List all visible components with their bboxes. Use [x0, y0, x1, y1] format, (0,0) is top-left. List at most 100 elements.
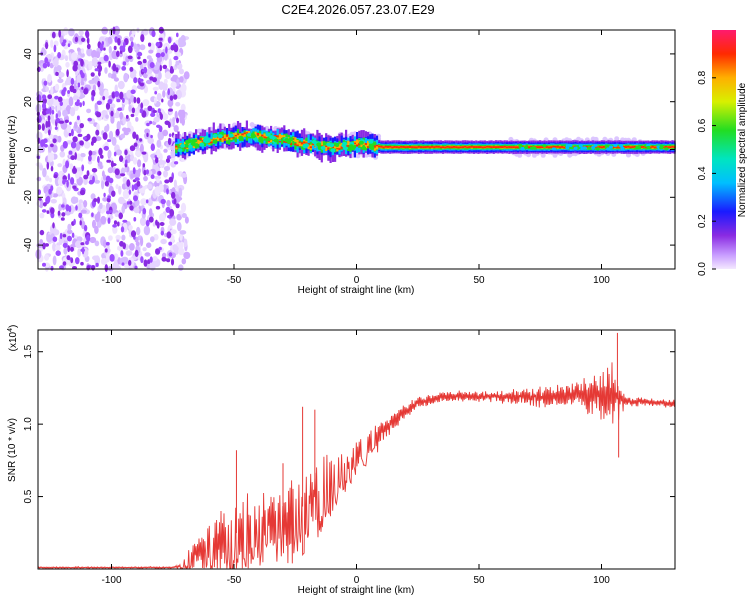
noise-blob: [88, 150, 93, 156]
noise-blob: [122, 117, 126, 125]
noise-blob: [107, 195, 111, 199]
noise-blob: [172, 117, 176, 123]
noise-blob: [174, 110, 178, 120]
noise-blob: [166, 188, 169, 195]
ridge-blob: [316, 142, 322, 147]
noise-blob: [174, 161, 179, 165]
noise-blob: [72, 136, 78, 143]
noise-blob: [67, 245, 71, 253]
ridge-segment: [512, 146, 515, 149]
noise-blob: [119, 155, 124, 163]
ridge-segment: [536, 146, 539, 149]
ridge-segment: [413, 146, 416, 149]
noise-blob: [106, 197, 111, 203]
ridge-segment: [353, 142, 356, 145]
noise-blob: [149, 76, 154, 81]
noise-blob: [143, 259, 148, 267]
x-tick-label: -50: [227, 575, 242, 586]
ridge-segment: [420, 146, 423, 148]
noise-blob: [80, 153, 86, 158]
ridge-segment: [236, 135, 240, 139]
noise-blob: [159, 64, 162, 72]
noise-blob: [107, 217, 111, 224]
noise-blob: [143, 225, 151, 236]
noise-blob: [68, 28, 75, 37]
noise-blob: [65, 61, 70, 68]
ridge-segment: [644, 146, 648, 149]
noise-blob: [111, 136, 117, 146]
noise-blob: [134, 177, 140, 181]
noise-blob: [108, 45, 112, 55]
noise-blob: [79, 69, 84, 76]
noise-blob: [137, 60, 143, 65]
noise-blob: [176, 78, 180, 87]
ridge-segment: [331, 146, 334, 148]
noise-blob: [59, 151, 66, 158]
noise-blob: [46, 210, 50, 215]
noise-blob: [129, 145, 136, 152]
noise-blob: [135, 241, 140, 247]
noise-blob: [113, 253, 119, 261]
noise-blob: [159, 153, 163, 161]
ridge-segment: [223, 138, 226, 141]
noise-blob: [126, 179, 131, 187]
noise-blob: [80, 242, 85, 246]
noise-blob: [179, 230, 187, 235]
noise-blob: [111, 190, 116, 197]
ridge-blob: [573, 146, 578, 150]
ridge-segment: [556, 145, 559, 148]
ridge-segment: [241, 133, 244, 139]
ridge-blob: [361, 146, 367, 151]
ridge-blob: [187, 144, 193, 149]
noise-blob: [183, 238, 188, 248]
noise-blob: [107, 36, 113, 44]
noise-blob: [133, 207, 140, 214]
ridge-segment: [243, 132, 246, 137]
ridge-segment: [470, 145, 473, 148]
ridge-segment: [263, 133, 266, 139]
noise-blob: [111, 163, 117, 167]
noise-blob: [78, 30, 84, 36]
noise-blob: [39, 198, 44, 209]
ridge-blob: [247, 132, 252, 137]
ridge-segment: [607, 146, 610, 149]
ridge-blob: [334, 142, 340, 147]
noise-blob: [138, 78, 144, 82]
ridge-segment: [256, 133, 259, 136]
noise-blob: [160, 238, 167, 245]
noise-blob: [48, 177, 53, 183]
noise-blob: [165, 46, 168, 54]
noise-blob: [146, 242, 152, 248]
ridge-blob: [190, 138, 196, 143]
ridge-segment: [347, 145, 350, 147]
noise-blob: [74, 121, 78, 129]
noise-blob: [66, 140, 73, 145]
ridge-segment: [384, 145, 387, 148]
ridge-segment: [439, 146, 442, 149]
noise-blob: [168, 176, 174, 183]
noise-blob: [180, 202, 187, 213]
ridge-segment: [184, 147, 187, 149]
noise-blob: [97, 196, 100, 204]
ridge-segment: [603, 146, 606, 148]
noise-blob: [115, 149, 122, 156]
ridge-segment: [541, 146, 544, 148]
noise-blob: [61, 42, 66, 47]
noise-blob: [87, 160, 93, 165]
ridge-segment: [503, 145, 506, 148]
ridge-segment: [510, 146, 513, 149]
ridge-blob: [320, 146, 326, 150]
noise-blob: [179, 68, 184, 75]
ridge-segment: [417, 145, 420, 148]
ridge-segment: [483, 146, 487, 149]
noise-blob: [129, 66, 134, 72]
noise-blob: [125, 114, 129, 119]
ridge-blob: [193, 143, 199, 148]
noise-blob: [87, 117, 92, 122]
ridge-segment: [353, 142, 356, 149]
ridge-segment: [283, 141, 286, 143]
noise-blob: [70, 246, 74, 252]
noise-blob: [73, 218, 76, 225]
ridge-segment: [263, 136, 266, 138]
noise-blob: [83, 141, 91, 149]
